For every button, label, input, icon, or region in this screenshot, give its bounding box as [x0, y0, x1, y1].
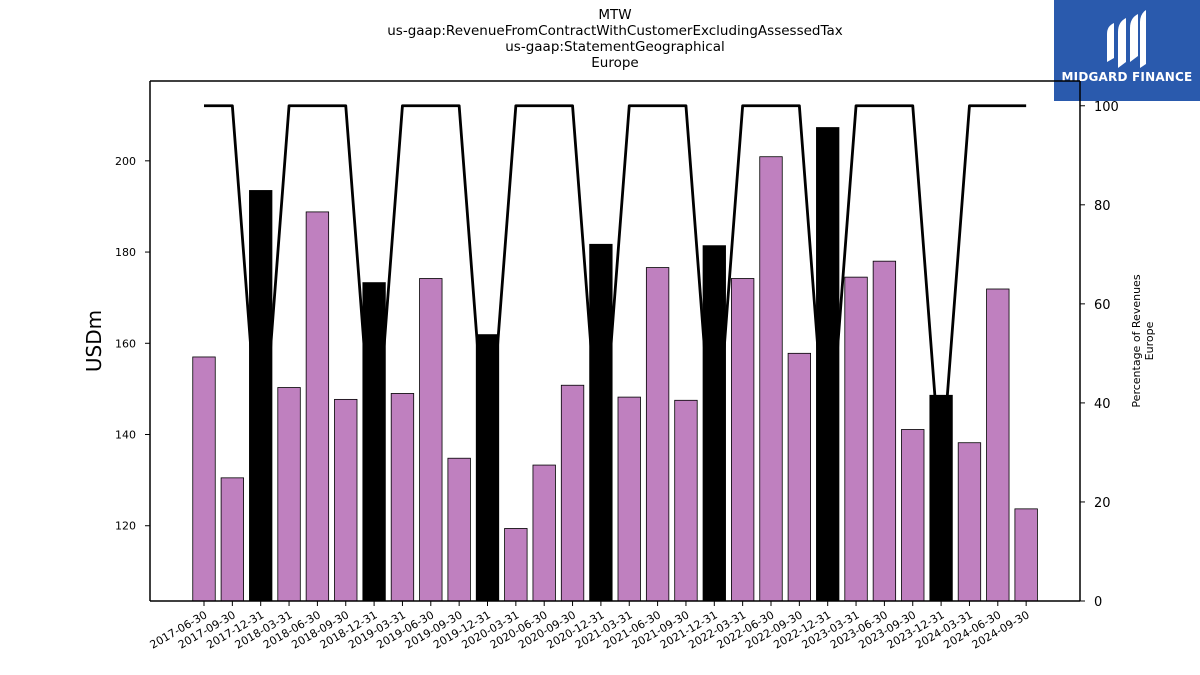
bar-2020-09-30: [560, 384, 585, 602]
title-member: Europe: [591, 55, 639, 71]
bar-2021-06-30: [645, 267, 670, 602]
y-tick-label-120: 120: [115, 520, 136, 533]
bar-2017-12-31: [249, 190, 273, 602]
y-tick-label-140: 140: [115, 429, 136, 442]
percentage-line: [204, 104, 1027, 479]
logo-mark-icon: [1107, 10, 1146, 68]
bar-2021-12-31: [702, 245, 726, 602]
bar-2019-06-30: [419, 278, 443, 602]
bar-2024-03-31: [957, 442, 982, 602]
bar-2023-09-30: [901, 429, 925, 602]
y2-tick-label-100: 100: [1094, 100, 1119, 115]
title-axis: us-gaap:StatementGeographical: [505, 39, 725, 55]
y2-axis-label-0: Percentage of Revenues: [1130, 274, 1143, 407]
bar-2024-09-30: [1014, 508, 1038, 602]
bar-2019-03-31: [390, 393, 415, 602]
y2-tick-label-20: 20: [1094, 496, 1111, 511]
y2-tick-label-60: 60: [1094, 298, 1111, 313]
y-tick-label-180: 180: [115, 246, 136, 259]
title-concept: us-gaap:RevenueFromContractWithCustomerE…: [387, 23, 843, 39]
y-axis-label: USDm: [82, 310, 106, 372]
bar-2018-12-31: [362, 282, 386, 602]
bar-2017-09-30: [220, 477, 245, 602]
bar-2022-06-30: [759, 156, 783, 602]
y2-tick-label-80: 80: [1094, 199, 1111, 214]
bar-2019-09-30: [447, 457, 471, 602]
bar-2023-12-31: [929, 394, 953, 602]
bar-2021-03-31: [617, 396, 641, 602]
bar-2023-06-30: [872, 260, 897, 602]
midgard-finance-logo: MIDGARD FINANCE: [1054, 0, 1200, 101]
bar-2018-03-31: [277, 387, 301, 602]
bar-2023-03-31: [844, 276, 868, 602]
bar-2024-06-30: [986, 288, 1010, 602]
y2-tick-label-40: 40: [1094, 397, 1111, 412]
y-tick-label-160: 160: [115, 337, 136, 350]
y-tick-label-200: 200: [115, 155, 136, 168]
y2-tick-label-0: 0: [1094, 595, 1102, 610]
bar-2022-03-31: [731, 278, 755, 602]
bar-2020-06-30: [532, 464, 556, 602]
bar-2020-03-31: [504, 528, 528, 602]
y2-axis-label-1: Europe: [1143, 321, 1156, 360]
bar-2018-09-30: [334, 398, 358, 602]
bar-2022-09-30: [787, 352, 811, 602]
bar-2021-09-30: [674, 399, 698, 602]
bar-2017-06-30: [192, 356, 216, 602]
title-ticker: MTW: [598, 7, 632, 23]
logo-text: MIDGARD FINANCE: [1061, 70, 1193, 84]
bar-2020-12-31: [589, 243, 613, 602]
bar-2018-06-30: [305, 211, 330, 602]
